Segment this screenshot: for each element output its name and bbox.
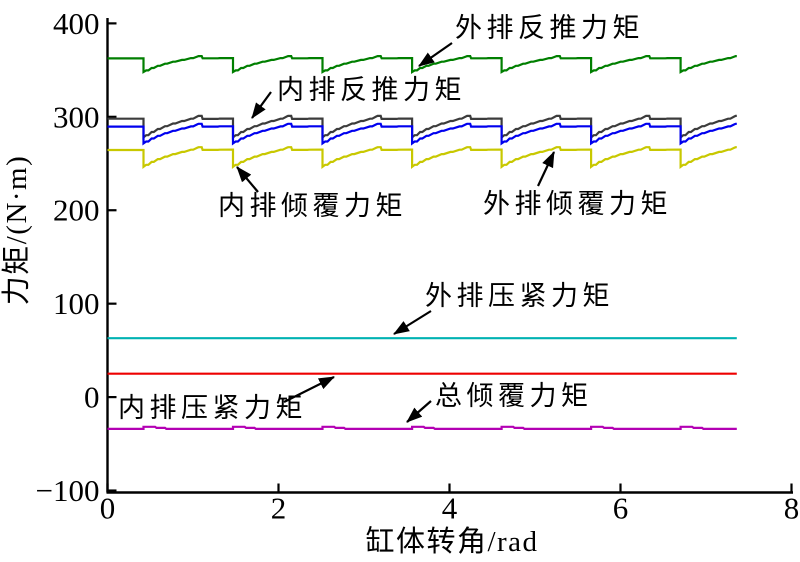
y-tick-label: −100 <box>36 473 100 508</box>
x-axis-title: 缸体转角/rad <box>365 525 538 558</box>
series-line-总倾覆力矩 <box>107 425 737 430</box>
annotation-label: 外排反推力矩 <box>455 13 644 43</box>
y-tick-label: 200 <box>53 193 100 228</box>
series-line-内排倾覆力矩/外排倾覆力矩 <box>107 146 737 170</box>
annotation-arrow <box>418 42 453 67</box>
annotation-arrow <box>537 151 555 187</box>
annotation-label: 内排反推力矩 <box>277 75 466 105</box>
annotation-label: 总倾覆力矩 <box>435 381 593 411</box>
x-tick-label: 8 <box>784 491 800 526</box>
series-line-内排反推力矩 <box>107 114 737 140</box>
annotation-label: 外排倾覆力矩 <box>483 189 672 219</box>
y-tick-label: 100 <box>53 286 100 321</box>
annotation-label: 内排压紧力矩 <box>118 393 307 423</box>
annotation-arrow <box>251 91 272 119</box>
y-axis-title: 力矩/(N·m) <box>0 155 33 306</box>
annotation-label: 外排压紧力矩 <box>425 281 614 311</box>
x-tick-label: 4 <box>442 491 458 526</box>
y-tick-label: 400 <box>53 6 100 41</box>
y-tick-label: 300 <box>53 99 100 134</box>
annotation-arrow <box>236 166 259 193</box>
annotation-arrow <box>393 310 432 335</box>
x-tick-label: 2 <box>271 491 287 526</box>
series-group <box>107 55 737 430</box>
annotation-arrow <box>283 376 335 403</box>
annotation-arrow <box>406 400 432 423</box>
x-tick-label: 0 <box>100 491 116 526</box>
x-tick-label: 6 <box>613 491 629 526</box>
y-tick-label: 0 <box>84 380 100 415</box>
annotation-label: 内排倾覆力矩 <box>218 191 407 221</box>
series-line-内排反推力矩 <box>107 122 737 146</box>
